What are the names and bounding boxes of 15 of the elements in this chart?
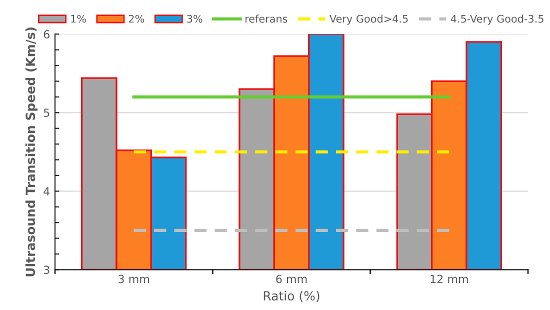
y-tick-label: 5 — [44, 108, 50, 118]
y-tick-label: 6 — [44, 30, 50, 38]
x-axis-title: Ratio (%) — [264, 290, 320, 302]
legend-label: 3% — [187, 14, 202, 23]
y-tick-label: 4 — [44, 187, 50, 196]
x-tick-label: 3 mm — [118, 274, 150, 284]
legend-label: 4.5-Very Good-3.5 — [450, 14, 544, 25]
legend-label: referans — [245, 14, 288, 23]
x-tick-label: 12 mm — [430, 274, 468, 284]
legend-label: 2% — [128, 14, 144, 23]
y-tick-label: 3 — [44, 266, 50, 274]
y-axis-title: Ultrasound Transition Speed (Km/s) — [25, 27, 38, 276]
x-tick-label: 6 mm — [276, 274, 307, 284]
legend-label: 1% — [71, 14, 86, 23]
legend-label: Very Good>4.5 — [330, 14, 408, 25]
